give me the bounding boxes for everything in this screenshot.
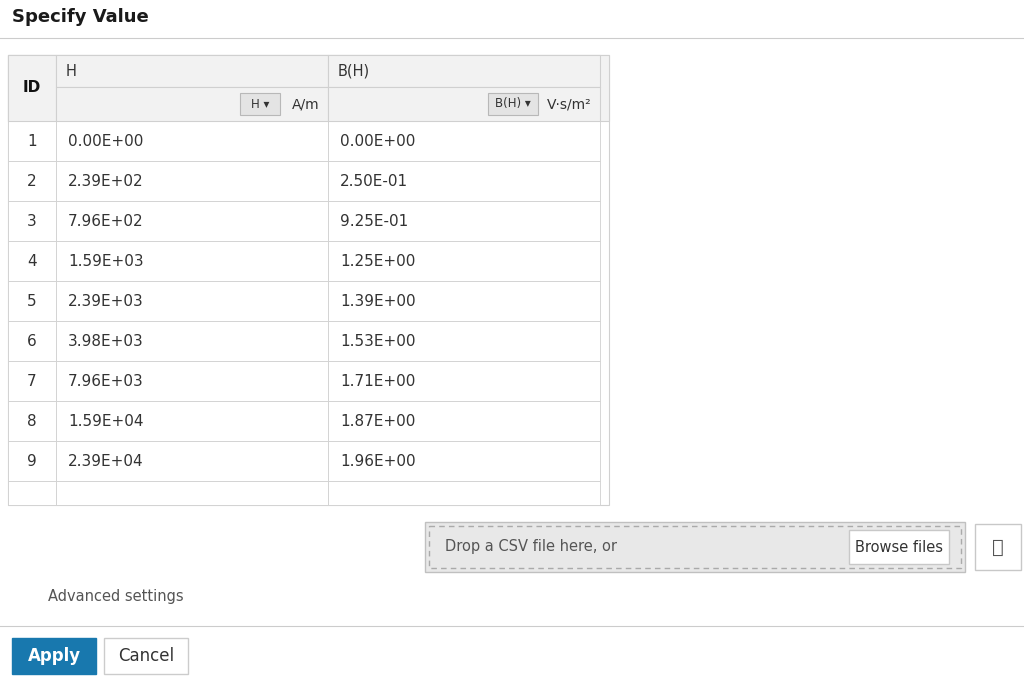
- Bar: [8, 55, 56, 121]
- Bar: [328, 361, 600, 401]
- Bar: [328, 321, 600, 361]
- Bar: [8, 161, 56, 201]
- Bar: [56, 481, 328, 505]
- Text: ⤓: ⤓: [992, 537, 1004, 557]
- Text: 5: 5: [28, 294, 37, 308]
- Text: 1.87E+00: 1.87E+00: [340, 413, 416, 429]
- Bar: [328, 201, 600, 241]
- Text: 0.00E+00: 0.00E+00: [340, 133, 416, 149]
- Text: 1.53E+00: 1.53E+00: [340, 334, 416, 349]
- Bar: [56, 161, 328, 201]
- Text: 1.71E+00: 1.71E+00: [340, 374, 416, 389]
- Bar: [56, 87, 328, 121]
- Text: Browse files: Browse files: [855, 539, 943, 555]
- Text: H: H: [66, 63, 77, 78]
- Text: 2.39E+02: 2.39E+02: [68, 173, 143, 189]
- Text: 1: 1: [28, 133, 37, 149]
- Text: 3: 3: [27, 213, 37, 228]
- Text: Cancel: Cancel: [118, 647, 174, 665]
- Text: 4: 4: [28, 253, 37, 268]
- Text: V·s/m²: V·s/m²: [548, 97, 592, 111]
- Bar: [328, 121, 600, 161]
- Text: B(H): B(H): [338, 63, 370, 78]
- Bar: [56, 321, 328, 361]
- Text: 2.50E-01: 2.50E-01: [340, 173, 409, 189]
- Bar: [8, 121, 56, 161]
- Text: 9: 9: [27, 453, 37, 469]
- Bar: [56, 241, 328, 281]
- Bar: [425, 522, 965, 572]
- Bar: [328, 161, 600, 201]
- Text: 3.98E+03: 3.98E+03: [68, 334, 143, 349]
- Text: Apply: Apply: [28, 647, 81, 665]
- Text: 6: 6: [27, 334, 37, 349]
- Bar: [240, 93, 280, 115]
- Text: 1.25E+00: 1.25E+00: [340, 253, 416, 268]
- Bar: [8, 55, 609, 505]
- Text: 7.96E+03: 7.96E+03: [68, 374, 143, 389]
- Bar: [56, 201, 328, 241]
- Bar: [328, 281, 600, 321]
- Text: 1.59E+04: 1.59E+04: [68, 413, 143, 429]
- Text: Drop a CSV file here, or: Drop a CSV file here, or: [445, 539, 617, 555]
- Bar: [328, 441, 600, 481]
- Text: 2.39E+04: 2.39E+04: [68, 453, 143, 469]
- Text: 7.96E+02: 7.96E+02: [68, 213, 143, 228]
- Text: 8: 8: [28, 413, 37, 429]
- Text: 2.39E+03: 2.39E+03: [68, 294, 143, 308]
- Text: ID: ID: [23, 80, 41, 96]
- Bar: [104, 638, 188, 674]
- Bar: [849, 530, 949, 564]
- Bar: [8, 441, 56, 481]
- Bar: [8, 241, 56, 281]
- Bar: [8, 361, 56, 401]
- Bar: [12, 638, 96, 674]
- Bar: [8, 321, 56, 361]
- Bar: [56, 401, 328, 441]
- Bar: [328, 481, 600, 505]
- Bar: [56, 441, 328, 481]
- Text: 1.39E+00: 1.39E+00: [340, 294, 416, 308]
- Text: H ▾: H ▾: [251, 98, 269, 111]
- Text: B(H) ▾: B(H) ▾: [496, 98, 530, 111]
- Bar: [8, 281, 56, 321]
- Text: 9.25E-01: 9.25E-01: [340, 213, 409, 228]
- Bar: [8, 55, 609, 121]
- Bar: [8, 201, 56, 241]
- Bar: [56, 121, 328, 161]
- Text: Advanced settings: Advanced settings: [48, 590, 184, 605]
- Text: 2: 2: [28, 173, 37, 189]
- Bar: [328, 241, 600, 281]
- Bar: [56, 281, 328, 321]
- Bar: [975, 524, 1021, 570]
- Bar: [56, 55, 328, 87]
- Bar: [8, 401, 56, 441]
- Text: 1.96E+00: 1.96E+00: [340, 453, 416, 469]
- Bar: [488, 93, 538, 115]
- Bar: [328, 87, 600, 121]
- Bar: [328, 55, 600, 87]
- Text: Specify Value: Specify Value: [12, 8, 148, 26]
- Bar: [429, 526, 961, 568]
- Text: 7: 7: [28, 374, 37, 389]
- Bar: [8, 481, 56, 505]
- Text: 0.00E+00: 0.00E+00: [68, 133, 143, 149]
- Text: 1.59E+03: 1.59E+03: [68, 253, 143, 268]
- Bar: [328, 401, 600, 441]
- Bar: [56, 361, 328, 401]
- Text: A/m: A/m: [293, 97, 319, 111]
